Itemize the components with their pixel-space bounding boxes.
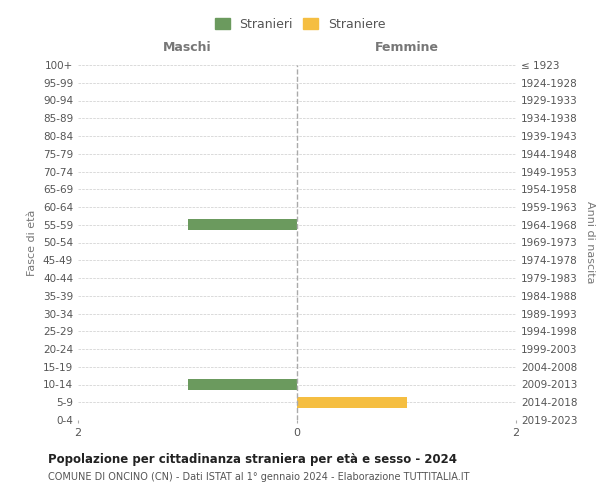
Text: Popolazione per cittadinanza straniera per età e sesso - 2024: Popolazione per cittadinanza straniera p… [48, 452, 457, 466]
Text: Maschi: Maschi [163, 42, 212, 54]
Text: COMUNE DI ONCINO (CN) - Dati ISTAT al 1° gennaio 2024 - Elaborazione TUTTITALIA.: COMUNE DI ONCINO (CN) - Dati ISTAT al 1°… [48, 472, 470, 482]
Y-axis label: Fasce di età: Fasce di età [28, 210, 37, 276]
Bar [297, 397, 407, 407]
Legend: Stranieri, Straniere: Stranieri, Straniere [211, 14, 389, 34]
Text: Femmine: Femmine [374, 42, 439, 54]
Bar [187, 220, 297, 230]
Y-axis label: Anni di nascita: Anni di nascita [584, 201, 595, 284]
Bar [187, 379, 297, 390]
